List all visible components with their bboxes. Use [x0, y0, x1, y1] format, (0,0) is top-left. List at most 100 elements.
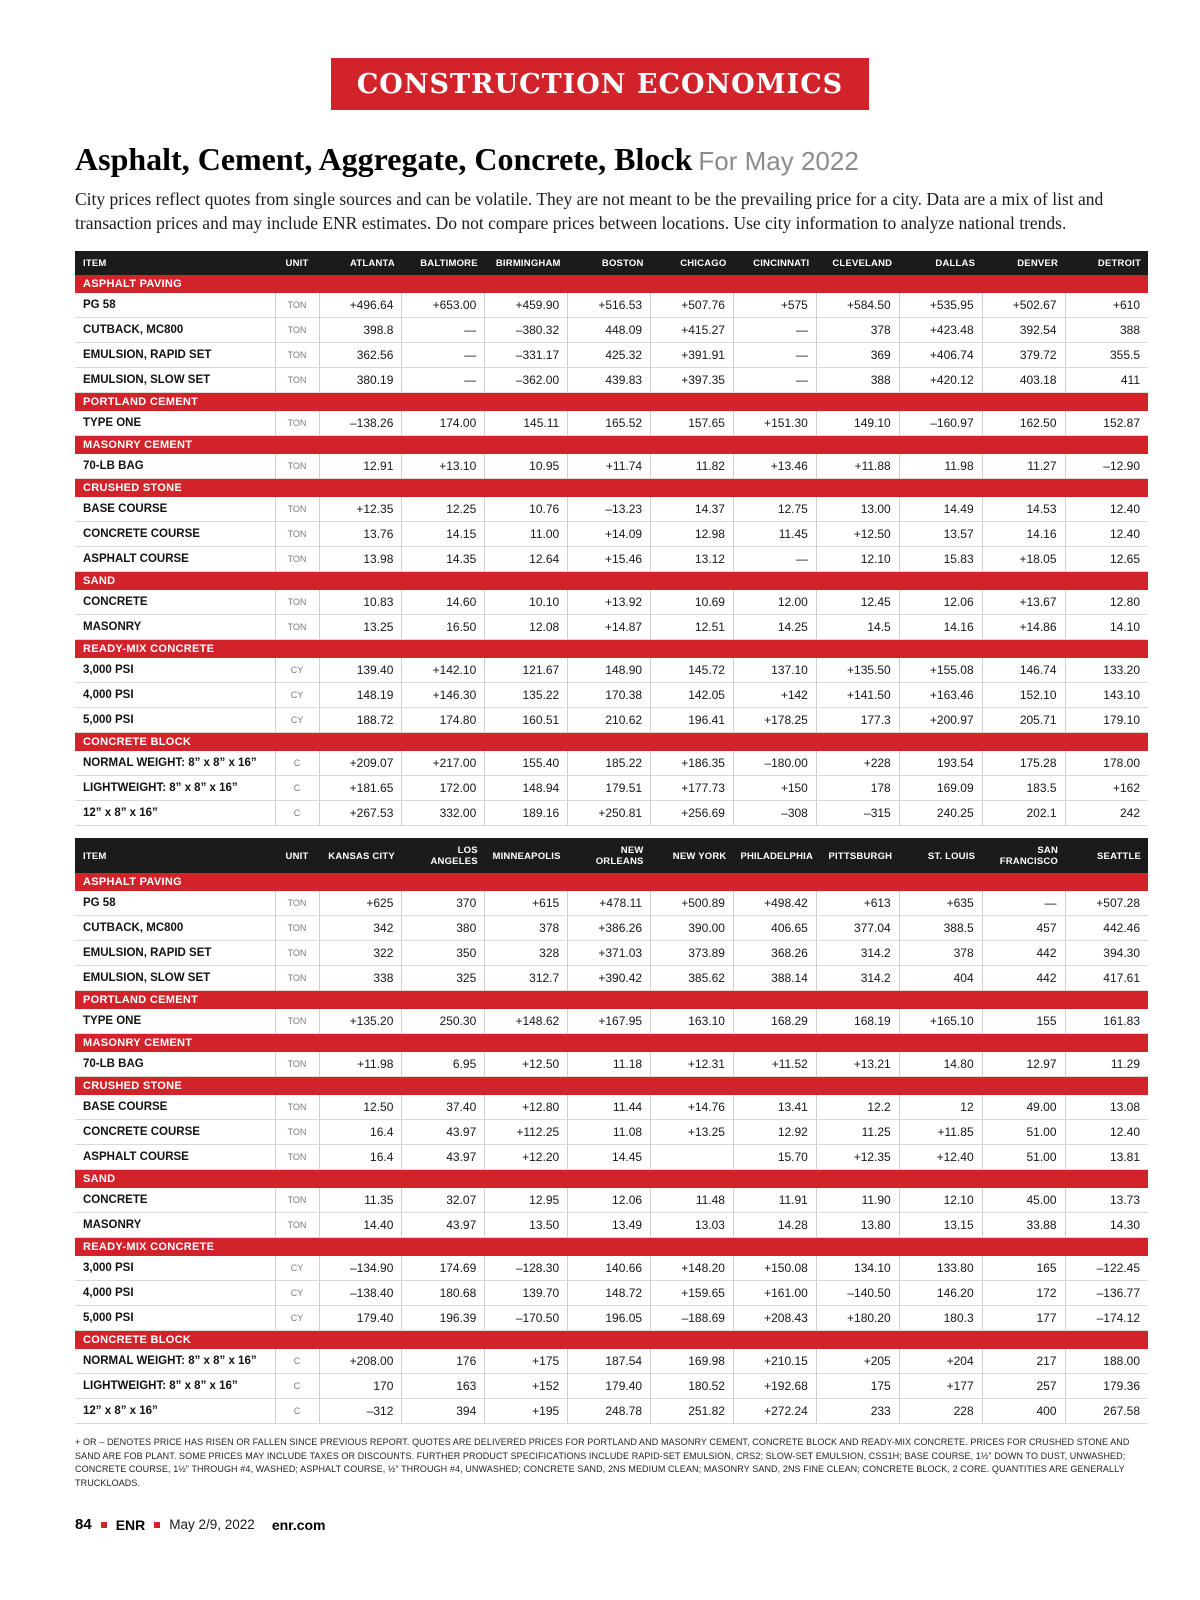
price-cell: +13.67 — [981, 590, 1066, 616]
column-header-new-york: NEW YORK — [650, 838, 734, 874]
table-row: 4,000 PSI CY 148.19 +146.30 135.22 170.38 142.… — [75, 682, 1148, 709]
price-cell: +625 — [318, 891, 402, 917]
price-cell: 217 — [981, 1349, 1066, 1375]
price-cell: 13.12 — [650, 546, 734, 573]
price-cell: 175 — [815, 1373, 900, 1400]
price-cell: 12.65 — [1064, 546, 1148, 573]
price-cell: 11.25 — [815, 1119, 900, 1146]
table-row: MASONRY TON 14.40 43.97 13.50 13.49 13.03 14.28… — [75, 1212, 1148, 1239]
section-row: CRUSHED STONE — [75, 478, 1148, 498]
price-cell: 257 — [981, 1373, 1066, 1400]
price-cell: +406.74 — [898, 342, 983, 369]
price-cell: +146.30 — [401, 682, 485, 709]
price-cell: 251.82 — [650, 1398, 734, 1425]
section-label: CONCRETE BLOCK — [75, 1330, 1148, 1350]
price-cell: 11.82 — [650, 454, 734, 480]
price-cell: 10.76 — [484, 497, 568, 523]
price-cell: 183.5 — [981, 775, 1066, 802]
price-cell: 325 — [401, 965, 485, 992]
price-cell: –138.26 — [318, 411, 402, 437]
price-cell: 43.97 — [401, 1212, 485, 1239]
price-cell: +14.09 — [567, 521, 651, 548]
price-cell: 11.91 — [732, 1188, 817, 1214]
unit-cell: TON — [274, 454, 319, 480]
table-row: EMULSION, RAPID SET TON 322 350 328 +371.03 37… — [75, 940, 1148, 967]
price-cell: +161.00 — [732, 1280, 817, 1307]
price-cell: — — [732, 317, 817, 344]
column-header-cleveland: CLEVELAND — [816, 251, 900, 276]
price-cell: 176 — [401, 1349, 485, 1375]
price-cell: 314.2 — [815, 965, 900, 992]
price-cell: 388.5 — [898, 915, 983, 942]
unit-cell: C — [274, 751, 319, 777]
section-label: MASONRY CEMENT — [75, 435, 1148, 455]
price-cell: — — [732, 342, 817, 369]
price-cell: 163 — [401, 1373, 485, 1400]
table-row: CONCRETE TON 10.83 14.60 10.10 +13.92 10.69 12.… — [75, 590, 1148, 616]
price-cell: 16.4 — [318, 1119, 402, 1146]
price-cell: –174.12 — [1064, 1305, 1148, 1332]
price-cell: 32.07 — [401, 1188, 485, 1214]
price-cell: 11.08 — [567, 1119, 651, 1146]
unit-cell: C — [274, 1349, 319, 1375]
unit-cell: TON — [274, 1212, 319, 1239]
price-cell: +575 — [732, 293, 817, 319]
footnote-text: + OR – DENOTES PRICE HAS RISEN OR FALLEN… — [75, 1437, 1130, 1488]
column-header-cincinnati: CINCINNATI — [733, 251, 817, 276]
unit-cell: TON — [274, 546, 319, 573]
table-row: 12” x 8” x 16” C +267.53 332.00 189.16 +250.8… — [75, 800, 1148, 827]
price-cell: 12.50 — [318, 1095, 402, 1121]
price-cell: +502.67 — [981, 293, 1066, 319]
table-row: PG 58 TON +625 370 +615 +478.11 +500.89 +498.42… — [75, 891, 1148, 917]
section-row: CRUSHED STONE — [75, 1076, 1148, 1096]
price-cell: 12.98 — [650, 521, 734, 548]
price-cell: +272.24 — [732, 1398, 817, 1425]
price-cell: 14.37 — [650, 497, 734, 523]
section-label: PORTLAND CEMENT — [75, 392, 1148, 412]
section-row: PORTLAND CEMENT — [75, 990, 1148, 1010]
price-cell: 12.25 — [401, 497, 485, 523]
section-label: READY-MIX CONCRETE — [75, 1237, 1148, 1257]
price-table-2: ITEM UNIT KANSAS CITY LOS ANGELES MINNEAPOLI… — [75, 838, 1148, 1425]
unit-cell: TON — [274, 317, 319, 344]
price-cell: +13.25 — [650, 1119, 734, 1146]
price-cell: +500.89 — [650, 891, 734, 917]
price-cell: 169.09 — [898, 775, 983, 802]
unit-cell: TON — [274, 521, 319, 548]
price-cell: 146.20 — [898, 1280, 983, 1307]
price-cell: 398.8 — [318, 317, 402, 344]
price-cell: 162.50 — [981, 411, 1066, 437]
price-cell: 165.52 — [567, 411, 651, 437]
price-cell: –122.45 — [1064, 1256, 1148, 1282]
price-cell: 13.41 — [732, 1095, 817, 1121]
price-cell: 161.83 — [1064, 1009, 1148, 1035]
column-header-los-angeles: LOS ANGELES — [401, 838, 485, 874]
price-cell: 180.3 — [898, 1305, 983, 1332]
price-cell: 14.45 — [567, 1144, 651, 1171]
table-row: 5,000 PSI CY 188.72 174.80 160.51 210.62 196.4… — [75, 707, 1148, 734]
price-cell: +163.46 — [898, 682, 983, 709]
price-cell: +14.86 — [981, 614, 1066, 641]
price-cell: 174.00 — [401, 411, 485, 437]
price-cell: +181.65 — [318, 775, 402, 802]
section-label: CRUSHED STONE — [75, 478, 1148, 498]
item-cell: CUTBACK, MC800 — [75, 317, 275, 344]
section-label: ASPHALT PAVING — [75, 873, 1148, 892]
price-cell: 142.05 — [650, 682, 734, 709]
item-cell: EMULSION, SLOW SET — [75, 367, 275, 394]
unit-cell: TON — [274, 590, 319, 616]
unit-cell: CY — [274, 1280, 319, 1307]
price-cell: –134.90 — [318, 1256, 402, 1282]
price-cell: 406.65 — [732, 915, 817, 942]
price-cell: 196.05 — [567, 1305, 651, 1332]
table-row: LIGHTWEIGHT: 8” x 8” x 16” C 170 163 +152 179… — [75, 1373, 1148, 1400]
item-cell: 12” x 8” x 16” — [75, 800, 275, 827]
price-cell: 146.74 — [981, 658, 1066, 684]
item-cell: 5,000 PSI — [75, 707, 275, 734]
price-cell: +204 — [898, 1349, 983, 1375]
red-square-icon — [100, 1521, 107, 1528]
price-cell: 121.67 — [484, 658, 568, 684]
price-cell: +178.25 — [732, 707, 817, 734]
price-cell: 12.80 — [1064, 590, 1148, 616]
table-row: 4,000 PSI CY –138.40 180.68 139.70 148.72 +159… — [75, 1280, 1148, 1307]
